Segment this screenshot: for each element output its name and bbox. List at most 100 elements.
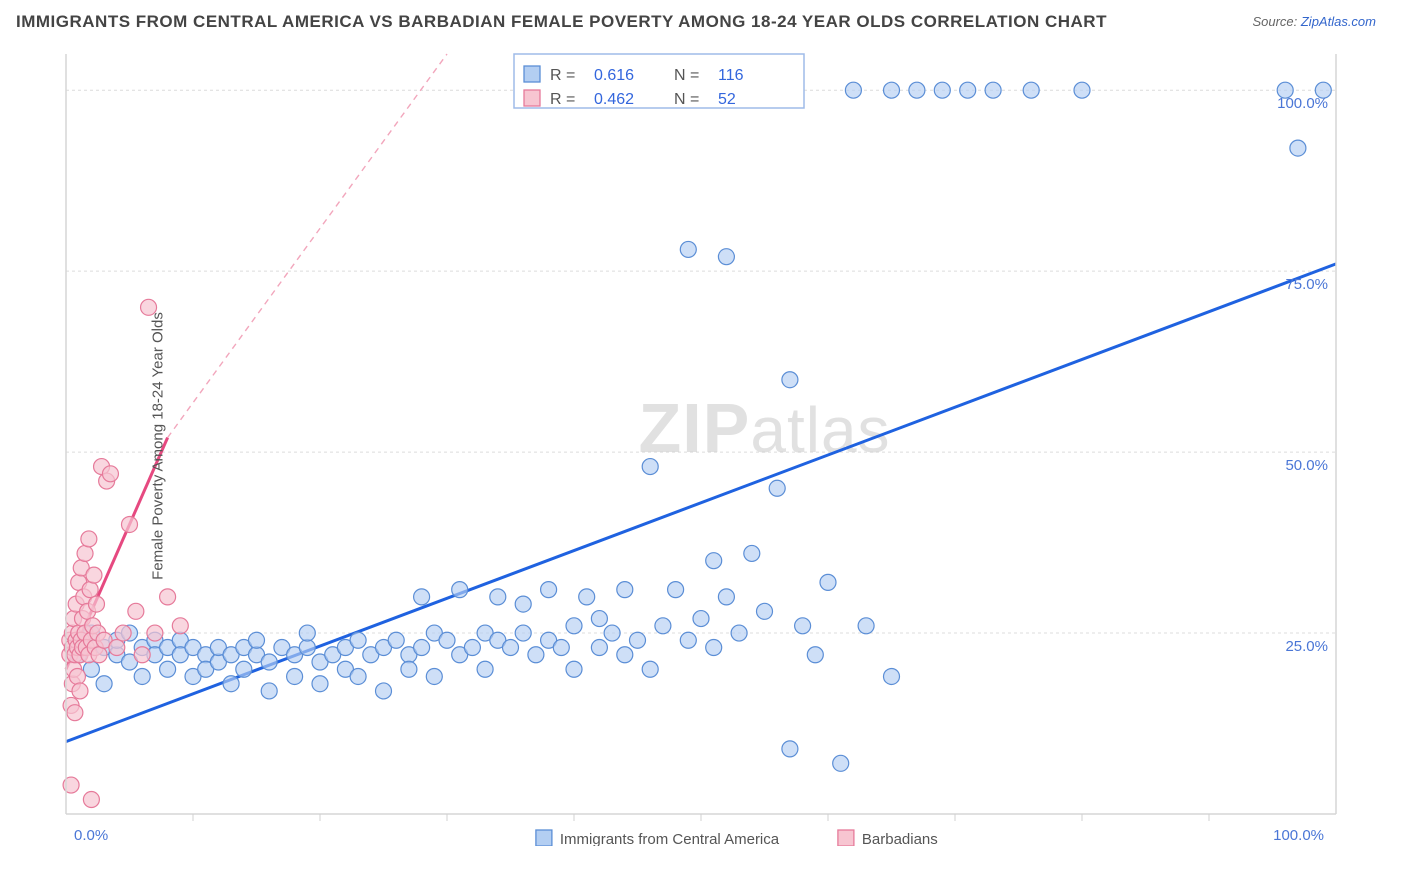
data-point bbox=[909, 82, 925, 98]
data-point bbox=[579, 589, 595, 605]
data-point bbox=[515, 596, 531, 612]
data-point bbox=[109, 640, 125, 656]
data-point bbox=[86, 567, 102, 583]
y-tick-label: 100.0% bbox=[1277, 95, 1328, 112]
data-point bbox=[91, 647, 107, 663]
data-point bbox=[287, 668, 303, 684]
data-point bbox=[642, 661, 658, 677]
data-point bbox=[83, 792, 99, 808]
data-point bbox=[102, 466, 118, 482]
data-point bbox=[134, 647, 150, 663]
data-point bbox=[147, 625, 163, 641]
data-point bbox=[566, 618, 582, 634]
data-point bbox=[718, 249, 734, 265]
x-tick-label: 100.0% bbox=[1273, 827, 1324, 844]
data-point bbox=[122, 516, 138, 532]
data-point bbox=[591, 640, 607, 656]
data-point bbox=[81, 531, 97, 547]
data-point bbox=[1023, 82, 1039, 98]
y-tick-label: 50.0% bbox=[1285, 457, 1328, 474]
data-point bbox=[414, 640, 430, 656]
data-point bbox=[782, 741, 798, 757]
legend-r-value: 0.616 bbox=[594, 67, 634, 84]
y-axis-label: Female Poverty Among 18-24 Year Olds bbox=[149, 312, 166, 580]
data-point bbox=[553, 640, 569, 656]
data-point bbox=[985, 82, 1001, 98]
data-point bbox=[134, 668, 150, 684]
data-point bbox=[617, 582, 633, 598]
data-point bbox=[299, 625, 315, 641]
data-point bbox=[820, 574, 836, 590]
data-point bbox=[706, 640, 722, 656]
data-point bbox=[223, 676, 239, 692]
legend-swatch bbox=[838, 830, 854, 846]
data-point bbox=[69, 668, 85, 684]
trend-line-pink-dashed bbox=[168, 54, 447, 438]
data-point bbox=[960, 82, 976, 98]
data-point bbox=[706, 553, 722, 569]
data-point bbox=[1290, 140, 1306, 156]
data-point bbox=[77, 545, 93, 561]
data-point bbox=[503, 640, 519, 656]
legend-n-value: 116 bbox=[718, 67, 744, 84]
data-point bbox=[1074, 82, 1090, 98]
legend-series-label: Barbadians bbox=[862, 831, 938, 846]
data-point bbox=[630, 632, 646, 648]
data-point bbox=[312, 676, 328, 692]
legend-r-label: R = bbox=[550, 67, 575, 84]
data-point bbox=[261, 654, 277, 670]
data-point bbox=[642, 459, 658, 475]
data-point bbox=[604, 625, 620, 641]
legend-n-value: 52 bbox=[718, 91, 736, 108]
data-point bbox=[680, 632, 696, 648]
data-point bbox=[452, 582, 468, 598]
data-point bbox=[82, 582, 98, 598]
data-point bbox=[464, 640, 480, 656]
source-attribution: Source: ZipAtlas.com bbox=[1252, 14, 1376, 29]
data-point bbox=[115, 625, 131, 641]
legend-n-label: N = bbox=[674, 67, 699, 84]
data-point bbox=[744, 545, 760, 561]
data-point bbox=[376, 683, 392, 699]
data-point bbox=[128, 603, 144, 619]
data-point bbox=[172, 618, 188, 634]
legend-swatch bbox=[524, 90, 540, 106]
data-point bbox=[528, 647, 544, 663]
data-point bbox=[795, 618, 811, 634]
data-point bbox=[668, 582, 684, 598]
trend-line-blue bbox=[66, 264, 1336, 742]
legend-series-label: Immigrants from Central America bbox=[560, 831, 780, 846]
data-point bbox=[160, 589, 176, 605]
data-point bbox=[236, 661, 252, 677]
data-point bbox=[693, 611, 709, 627]
legend-n-label: N = bbox=[674, 91, 699, 108]
data-point bbox=[414, 589, 430, 605]
data-point bbox=[541, 582, 557, 598]
y-tick-label: 25.0% bbox=[1285, 638, 1328, 655]
data-point bbox=[884, 82, 900, 98]
data-point bbox=[67, 705, 83, 721]
data-point bbox=[490, 589, 506, 605]
data-point bbox=[249, 632, 265, 648]
data-point bbox=[782, 372, 798, 388]
data-point bbox=[807, 647, 823, 663]
legend-swatch bbox=[524, 66, 540, 82]
data-point bbox=[439, 632, 455, 648]
data-point bbox=[96, 676, 112, 692]
source-prefix: Source: bbox=[1252, 14, 1300, 29]
legend-r-label: R = bbox=[550, 91, 575, 108]
data-point bbox=[833, 755, 849, 771]
data-point bbox=[261, 683, 277, 699]
data-point bbox=[884, 668, 900, 684]
data-point bbox=[515, 625, 531, 641]
data-point bbox=[350, 668, 366, 684]
source-link[interactable]: ZipAtlas.com bbox=[1301, 14, 1376, 29]
data-point bbox=[350, 632, 366, 648]
data-point bbox=[718, 589, 734, 605]
data-point bbox=[680, 241, 696, 257]
x-tick-label: 0.0% bbox=[74, 827, 108, 844]
data-point bbox=[769, 480, 785, 496]
data-point bbox=[299, 640, 315, 656]
data-point bbox=[655, 618, 671, 634]
data-point bbox=[477, 661, 493, 677]
